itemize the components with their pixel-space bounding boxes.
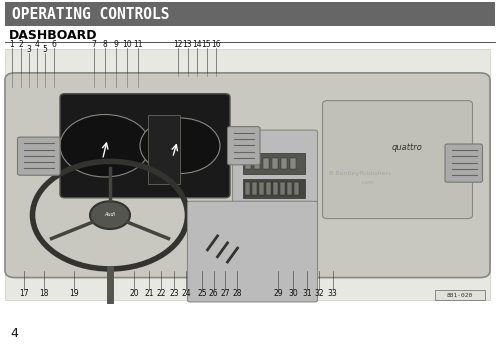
Text: DASHBOARD: DASHBOARD [9, 29, 98, 42]
Text: 23: 23 [169, 289, 179, 298]
FancyBboxPatch shape [245, 182, 250, 195]
Text: 4: 4 [10, 327, 18, 340]
FancyBboxPatch shape [148, 115, 180, 184]
Text: 5: 5 [42, 45, 48, 54]
Text: 11: 11 [133, 40, 142, 49]
FancyBboxPatch shape [273, 182, 278, 195]
Text: Audi: Audi [104, 212, 116, 217]
Text: 32: 32 [314, 289, 324, 298]
Text: 3: 3 [26, 45, 31, 54]
Text: 15: 15 [202, 40, 211, 49]
FancyBboxPatch shape [254, 158, 260, 169]
Circle shape [140, 118, 220, 174]
Text: 13: 13 [182, 40, 192, 49]
FancyBboxPatch shape [290, 158, 296, 169]
Text: 26: 26 [208, 289, 218, 298]
Text: 14: 14 [192, 40, 202, 49]
FancyBboxPatch shape [18, 137, 60, 175]
FancyBboxPatch shape [294, 182, 299, 195]
Text: OPERATING CONTROLS: OPERATING CONTROLS [12, 7, 170, 22]
Circle shape [90, 201, 130, 229]
Text: 24: 24 [181, 289, 191, 298]
Text: 10: 10 [122, 40, 132, 49]
FancyBboxPatch shape [5, 49, 490, 300]
FancyBboxPatch shape [280, 182, 285, 195]
Text: 1: 1 [9, 40, 14, 49]
FancyBboxPatch shape [60, 94, 230, 198]
FancyBboxPatch shape [263, 158, 269, 169]
FancyBboxPatch shape [232, 130, 318, 279]
FancyBboxPatch shape [228, 127, 260, 165]
Text: 28: 28 [232, 289, 242, 298]
FancyBboxPatch shape [435, 290, 485, 300]
Text: 16: 16 [211, 40, 221, 49]
FancyBboxPatch shape [266, 182, 271, 195]
FancyBboxPatch shape [242, 153, 305, 174]
Text: 30: 30 [288, 289, 298, 298]
Text: 31: 31 [302, 289, 312, 298]
Text: 22: 22 [156, 289, 166, 298]
FancyBboxPatch shape [287, 182, 292, 195]
Text: 8: 8 [102, 40, 108, 49]
FancyBboxPatch shape [5, 2, 495, 26]
Text: 12: 12 [173, 40, 182, 49]
Text: 19: 19 [69, 289, 79, 298]
FancyBboxPatch shape [281, 158, 287, 169]
Text: 27: 27 [220, 289, 230, 298]
Text: 17: 17 [19, 289, 29, 298]
FancyBboxPatch shape [272, 158, 278, 169]
FancyBboxPatch shape [242, 179, 305, 198]
FancyBboxPatch shape [259, 182, 264, 195]
FancyBboxPatch shape [445, 144, 482, 182]
Text: B BentleyPublishers: B BentleyPublishers [329, 171, 391, 176]
Text: quattro: quattro [392, 143, 423, 152]
Text: 6: 6 [52, 40, 57, 49]
Text: 20: 20 [129, 289, 139, 298]
Text: 21: 21 [144, 289, 154, 298]
Text: 2: 2 [18, 40, 24, 49]
Text: 881-020: 881-020 [447, 293, 473, 298]
Text: 4: 4 [34, 40, 40, 49]
FancyBboxPatch shape [322, 101, 472, 219]
Text: 25: 25 [197, 289, 207, 298]
Circle shape [60, 115, 150, 177]
FancyBboxPatch shape [188, 201, 318, 302]
FancyBboxPatch shape [252, 182, 257, 195]
Text: 29: 29 [273, 289, 283, 298]
Text: .com: .com [360, 180, 374, 185]
Text: 18: 18 [39, 289, 49, 298]
Text: 7: 7 [92, 40, 96, 49]
Text: 33: 33 [328, 289, 338, 298]
Text: 9: 9 [114, 40, 118, 49]
FancyBboxPatch shape [5, 73, 490, 278]
FancyBboxPatch shape [245, 158, 251, 169]
